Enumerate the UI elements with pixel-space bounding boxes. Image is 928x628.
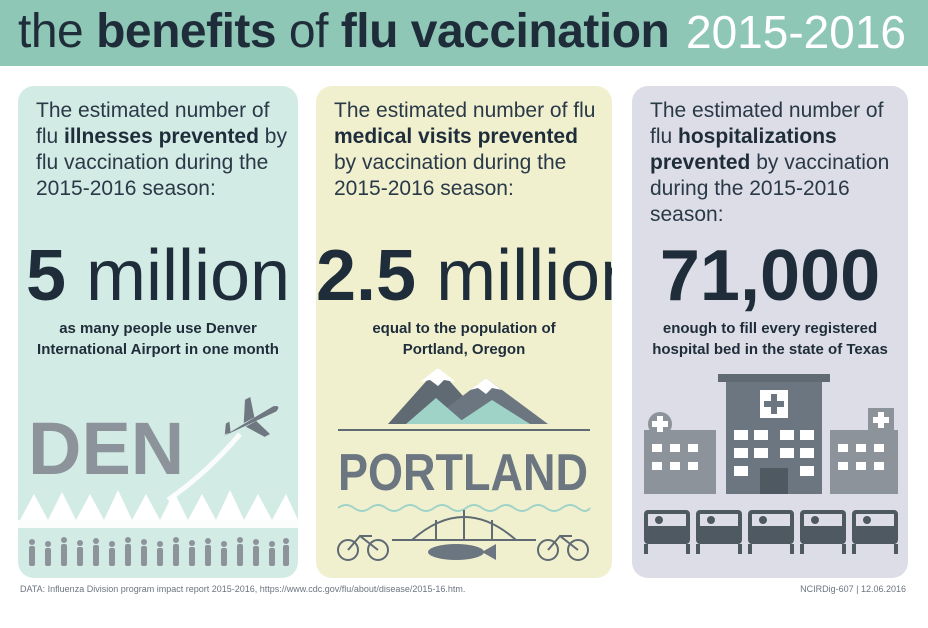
bridge-icon <box>392 510 536 541</box>
clinic-building-icon <box>830 408 898 494</box>
desc-text: by vaccination during the 2015-2016 seas… <box>334 151 567 200</box>
bed-icon <box>748 510 794 554</box>
terminal-base <box>18 520 298 528</box>
compare-line: hospital bed in the state of Texas <box>652 341 888 358</box>
person-icon <box>173 537 179 566</box>
bed-icon <box>644 510 690 554</box>
page-title: the benefits of flu vaccination <box>18 2 670 62</box>
visits-number: 2.5 million <box>316 234 612 318</box>
person-icon <box>29 539 35 566</box>
person-icon <box>253 539 259 566</box>
bicycle-icon <box>337 534 389 561</box>
terminal-tents-icon <box>20 490 298 520</box>
person-icon <box>61 537 67 566</box>
person-icon <box>45 541 51 566</box>
panel-illnesses-description: The estimated number of flu illnesses pr… <box>36 98 290 202</box>
panel-visits-description: The estimated number of flu medical visi… <box>334 98 604 202</box>
person-icon <box>283 538 289 566</box>
illnesses-comparison: as many people use Denver International … <box>22 318 294 360</box>
fish-icon <box>428 544 496 560</box>
compare-line: enough to fill every registered <box>662 320 878 337</box>
desc-text: The estimated number of flu <box>334 99 596 122</box>
panel-illnesses: The estimated number of flu illnesses pr… <box>18 86 298 578</box>
mountains-icon <box>388 368 548 424</box>
clinic-building-icon <box>644 412 716 494</box>
desc-bold: medical visits prevented <box>334 125 578 148</box>
big-number: 5 <box>25 236 66 316</box>
portland-label: PORTLAND <box>338 444 588 502</box>
hospital-building-icon <box>718 374 830 494</box>
hospital-beds-icon <box>644 510 898 554</box>
person-icon <box>237 537 243 566</box>
big-number: 2.5 <box>316 236 417 316</box>
panel-hospitalizations: The estimated number of flu hospitalizat… <box>632 86 908 578</box>
person-icon <box>93 538 99 566</box>
compare-line: as many people use Denver <box>59 320 257 337</box>
hospitalizations-number: 71,000 <box>632 234 908 318</box>
season-label: 2015-2016 <box>686 6 906 58</box>
hospital-illustration <box>644 374 898 554</box>
compare-line: equal to the population of <box>372 320 556 337</box>
person-icon <box>221 541 227 566</box>
big-unit: million <box>436 236 612 316</box>
bed-icon <box>852 510 898 554</box>
person-icon <box>189 540 195 566</box>
panel-medical-visits: The estimated number of flu medical visi… <box>316 86 612 578</box>
airplane-icon <box>223 396 279 437</box>
document-code: NCIRDig-607 | 12.06.2016 <box>800 584 906 594</box>
person-icon <box>77 540 83 566</box>
illnesses-number: 5 million <box>18 234 298 318</box>
compare-line: International Airport in one month <box>37 341 279 358</box>
big-unit: million <box>65 236 291 316</box>
person-icon <box>109 541 115 566</box>
compare-line: Portland, Oregon <box>402 341 526 358</box>
bicycle-icon <box>537 534 589 561</box>
water-wave-icon <box>337 504 591 512</box>
contrail-icon <box>166 432 242 503</box>
big-number: 71,000 <box>659 236 881 316</box>
person-icon <box>205 538 211 566</box>
denver-airport-illustration: DEN <box>18 396 298 566</box>
person-icon <box>157 541 163 566</box>
crowd-icon <box>29 537 289 566</box>
bed-icon <box>800 510 846 554</box>
person-icon <box>125 537 131 566</box>
portland-illustration: PORTLAND <box>337 368 591 561</box>
desc-text: The estimated number of flu <box>650 99 884 148</box>
title-of: of <box>276 5 341 58</box>
desc-bold: illnesses prevented <box>64 125 259 148</box>
person-icon <box>269 541 275 566</box>
person-icon <box>141 539 147 566</box>
bed-icon <box>696 510 742 554</box>
title-flu-vaccination: flu vaccination <box>340 5 670 58</box>
header-banner: the benefits of flu vaccination 2015-201… <box>0 0 928 66</box>
desc-text: The estimated number of flu <box>36 99 270 148</box>
hospitalizations-comparison: enough to fill every registered hospital… <box>636 318 904 360</box>
desc-text: by flu vaccination during the 2015-2016 … <box>36 125 287 200</box>
den-label: DEN <box>28 407 184 490</box>
desc-text: by vaccination during the 2015-2016 seas… <box>650 151 890 226</box>
data-source: DATA: Influenza Division program impact … <box>20 584 466 594</box>
title-the: the <box>18 5 97 58</box>
visits-comparison: equal to the population of Portland, Ore… <box>320 318 608 360</box>
title-benefits: benefits <box>96 5 277 58</box>
panel-hospitalizations-description: The estimated number of flu hospitalizat… <box>650 98 900 228</box>
desc-bold: hospitalizations prevented <box>650 125 837 174</box>
